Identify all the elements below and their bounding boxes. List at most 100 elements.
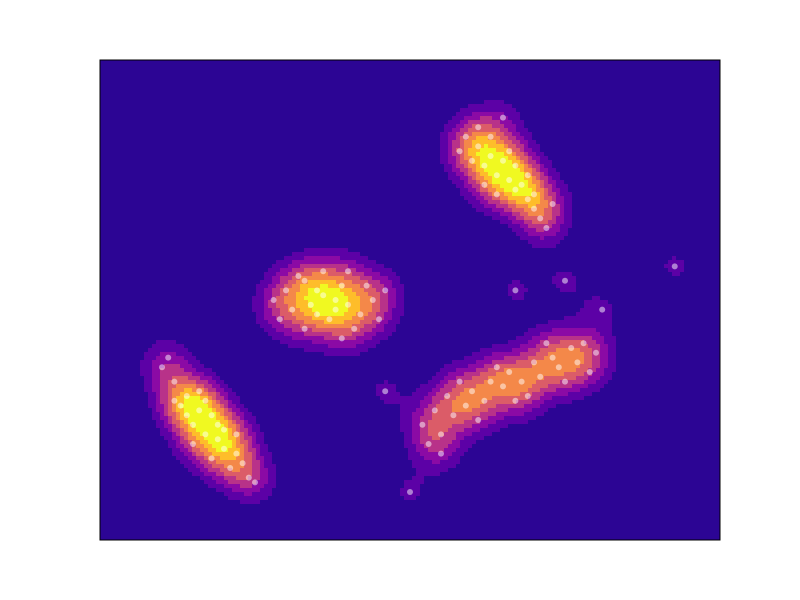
density-cell [580, 368, 584, 372]
density-cell [336, 248, 340, 252]
density-cell [244, 472, 248, 476]
density-cell [280, 272, 284, 276]
density-cell [512, 124, 516, 128]
density-cell [492, 392, 496, 396]
density-cell [424, 472, 428, 476]
density-cell [552, 320, 556, 324]
density-cell [308, 316, 312, 320]
density-cell [204, 376, 208, 380]
density-cell [420, 440, 424, 444]
density-cell [524, 148, 528, 152]
density-cell [240, 428, 244, 432]
density-cell [272, 336, 276, 340]
density-cell [164, 416, 168, 420]
density-cell [608, 336, 612, 340]
density-cell [552, 280, 556, 284]
density-cell [180, 384, 184, 388]
density-cell [548, 388, 552, 392]
density-cell [484, 116, 488, 120]
density-cell [236, 416, 240, 420]
density-cell [496, 188, 500, 192]
density-cell [512, 280, 516, 284]
density-cell [564, 364, 568, 368]
density-cell [512, 152, 516, 156]
density-cell [604, 308, 608, 312]
density-cell [276, 296, 280, 300]
density-cell [264, 300, 268, 304]
density-cell [336, 300, 340, 304]
density-cell [452, 152, 456, 156]
density-cell [276, 276, 280, 280]
density-cell [556, 220, 560, 224]
density-cell [336, 272, 340, 276]
density-cell [460, 192, 464, 196]
density-cell [460, 156, 464, 160]
density-cell [524, 208, 528, 212]
density-cell [268, 288, 272, 292]
density-cell [212, 424, 216, 428]
density-cell [176, 376, 180, 380]
density-cell [540, 196, 544, 200]
density-cell [344, 312, 348, 316]
density-cell [204, 368, 208, 372]
density-cell [516, 284, 520, 288]
scatter-point [252, 479, 258, 486]
density-cell [496, 404, 500, 408]
density-cell [476, 172, 480, 176]
density-cell [188, 464, 192, 468]
density-cell [548, 396, 552, 400]
density-cell [340, 348, 344, 352]
density-cell [588, 324, 592, 328]
density-cell [500, 132, 504, 136]
density-cell [444, 384, 448, 388]
density-cell [232, 496, 236, 500]
density-cell [328, 288, 332, 292]
density-cell [492, 376, 496, 380]
density-cell [452, 164, 456, 168]
density-cell [352, 288, 356, 292]
density-cell [500, 380, 504, 384]
density-cell [500, 124, 504, 128]
density-cell [496, 132, 500, 136]
density-cell [168, 352, 172, 356]
density-cell [404, 484, 408, 488]
density-cell [468, 376, 472, 380]
density-cell [276, 312, 280, 316]
density-cell [212, 444, 216, 448]
density-cell [280, 308, 284, 312]
density-cell [216, 404, 220, 408]
density-cell [468, 172, 472, 176]
density-cell [480, 372, 484, 376]
density-cell [188, 376, 192, 380]
density-cell [508, 388, 512, 392]
density-cell [560, 400, 564, 404]
density-cell [244, 416, 248, 420]
density-cell [576, 376, 580, 380]
density-cell [460, 360, 464, 364]
density-cell [168, 364, 172, 368]
density-cell [484, 100, 488, 104]
density-cell [260, 304, 264, 308]
density-cell [552, 180, 556, 184]
density-cell [504, 400, 508, 404]
density-cell [524, 352, 528, 356]
density-cell [536, 224, 540, 228]
density-cell [576, 340, 580, 344]
density-cell [500, 212, 504, 216]
density-cell [352, 300, 356, 304]
density-cell [444, 408, 448, 412]
density-cell [508, 192, 512, 196]
density-cell [556, 236, 560, 240]
density-cell [212, 396, 216, 400]
density-cell [156, 344, 160, 348]
density-cell [520, 220, 524, 224]
density-cell [572, 372, 576, 376]
density-cell [148, 404, 152, 408]
density-cell [380, 316, 384, 320]
density-cell [468, 176, 472, 180]
density-cell [496, 196, 500, 200]
density-cell [480, 388, 484, 392]
density-cell [340, 332, 344, 336]
density-cell [492, 208, 496, 212]
density-cell [552, 336, 556, 340]
